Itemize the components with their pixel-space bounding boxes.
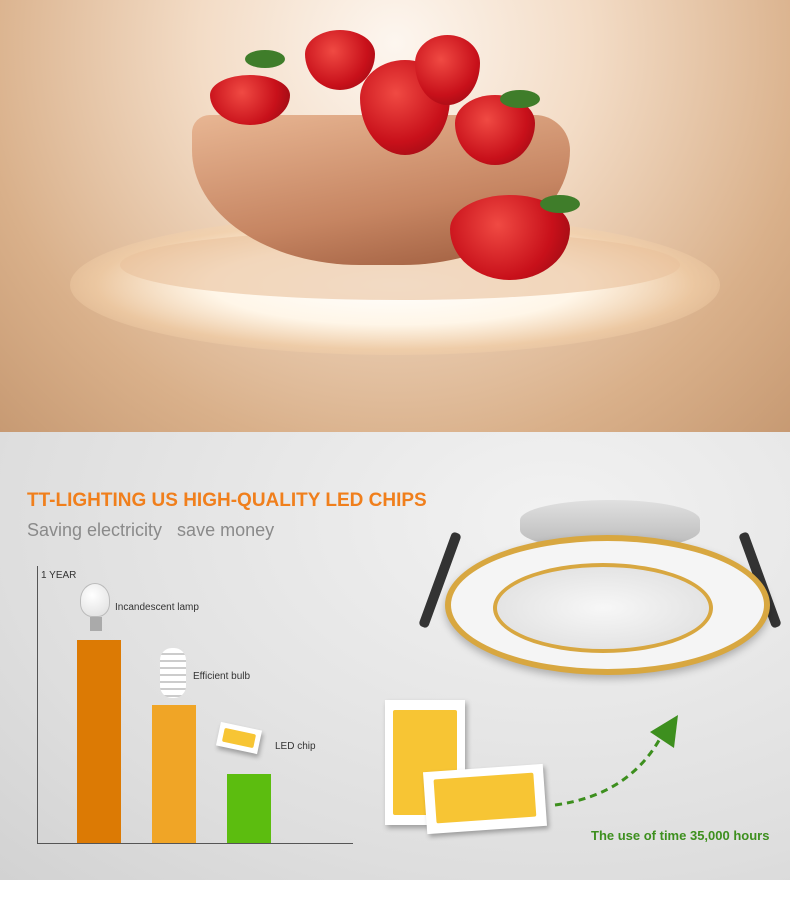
label-efficient: Efficient bulb <box>193 671 251 682</box>
leaf <box>245 50 285 68</box>
led-chip-large <box>422 763 548 835</box>
leaf <box>500 90 540 108</box>
chart-y-axis <box>37 566 38 844</box>
growth-arrow-icon <box>554 715 678 807</box>
lifetime-text: The use of time 35,000 hours <box>591 828 770 843</box>
product-photo-strawberries <box>0 0 790 432</box>
banner-title: TT-LIGHTING US HIGH-QUALITY LED CHIPS <box>27 490 427 511</box>
strawberry <box>415 35 480 105</box>
chart-x-axis <box>37 843 353 844</box>
downlight-diffuser <box>493 563 713 653</box>
bar-efficient <box>152 704 196 843</box>
label-incandescent: Incandescent lamp <box>115 602 199 613</box>
bulb-base <box>90 617 102 631</box>
bar-incandescent <box>77 640 121 843</box>
incandescent-bulb-icon <box>80 583 110 617</box>
strawberry <box>305 30 375 90</box>
bar-led <box>227 773 271 843</box>
efficient-bulb-icon <box>160 648 186 698</box>
label-led: LED chip <box>275 741 316 752</box>
axis-label: 1 YEAR <box>41 570 77 581</box>
strawberry <box>210 75 290 125</box>
banner-subtitle: Saving electricity save money <box>27 520 275 540</box>
leaf <box>540 195 580 213</box>
